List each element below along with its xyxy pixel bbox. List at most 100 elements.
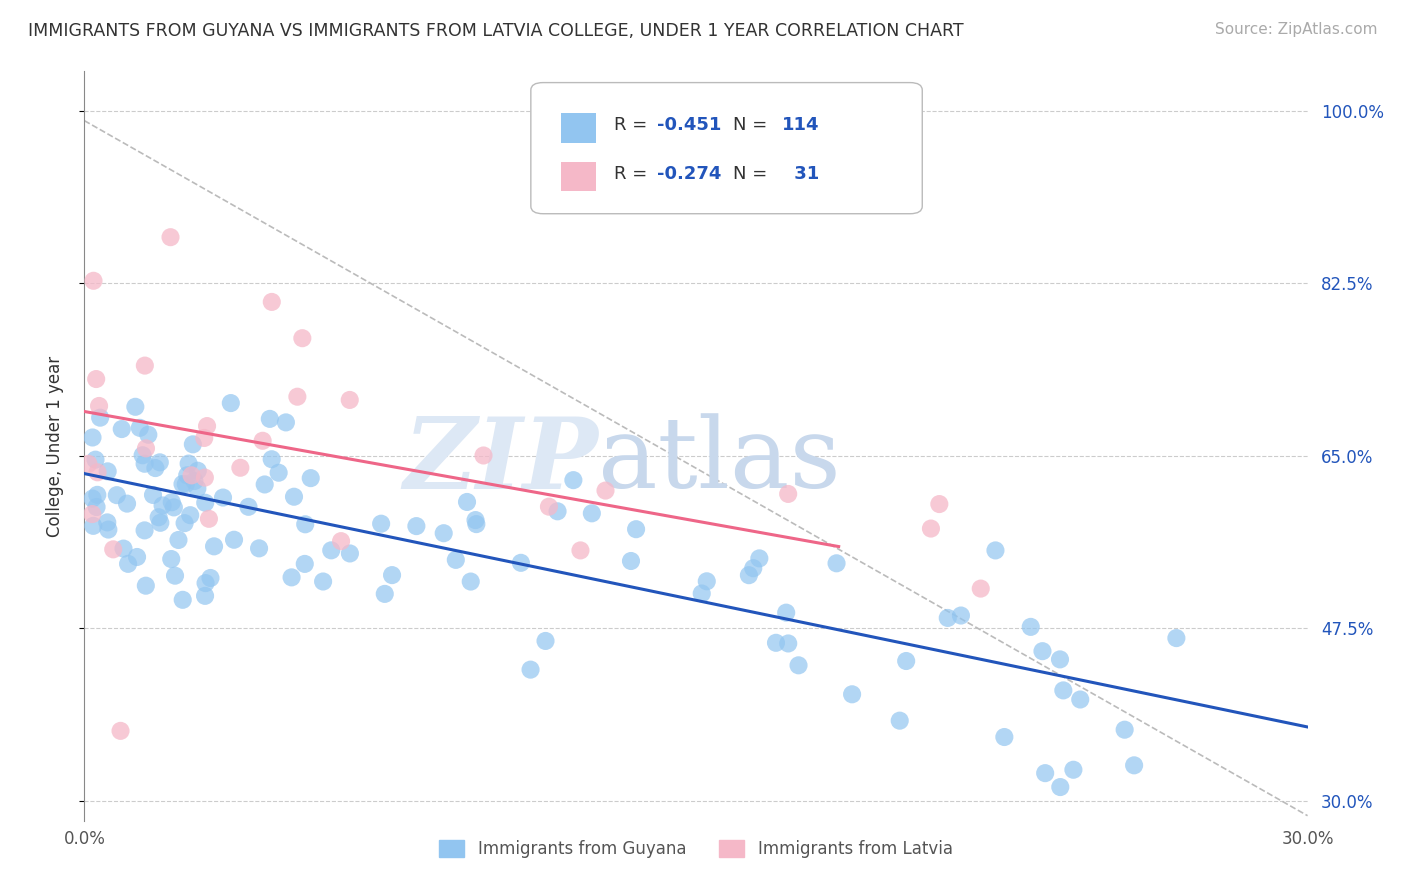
Point: [177, 457, 200, 471]
Bar: [561, 113, 596, 143]
Point: [160, 552, 183, 566]
Point: [433, 526, 456, 541]
Point: [194, 496, 217, 510]
Point: [1123, 758, 1146, 772]
Point: [86, 500, 108, 514]
Point: [778, 636, 800, 650]
Point: [253, 477, 276, 491]
Point: [1166, 631, 1188, 645]
Point: [339, 392, 361, 407]
Point: [294, 517, 316, 532]
Point: [534, 634, 557, 648]
Text: 114: 114: [782, 116, 820, 135]
Point: [179, 508, 201, 523]
Point: [87, 399, 110, 413]
Point: [294, 557, 316, 571]
Point: [111, 422, 134, 436]
Text: N =: N =: [733, 116, 773, 135]
Point: [444, 553, 467, 567]
Point: [172, 477, 194, 491]
Point: [172, 592, 194, 607]
Point: [472, 449, 495, 463]
Point: [1052, 683, 1074, 698]
Point: [339, 546, 361, 560]
Point: [97, 523, 120, 537]
Point: [82, 507, 104, 521]
Point: [581, 506, 603, 520]
Point: [180, 468, 202, 483]
Point: [280, 570, 302, 584]
Point: [187, 464, 209, 478]
Point: [125, 549, 148, 564]
Point: [83, 274, 105, 288]
Point: [465, 517, 488, 532]
Point: [148, 510, 170, 524]
Point: [1049, 652, 1071, 666]
Point: [460, 574, 482, 589]
Point: [456, 495, 478, 509]
Point: [135, 579, 157, 593]
Point: [163, 500, 186, 515]
Bar: [561, 161, 596, 191]
Point: [405, 519, 427, 533]
Text: ZIP: ZIP: [404, 413, 598, 509]
Point: [149, 516, 172, 530]
Point: [181, 437, 204, 451]
Point: [194, 576, 217, 591]
Point: [1033, 766, 1056, 780]
Point: [195, 419, 218, 434]
Point: [112, 541, 135, 556]
Point: [110, 723, 132, 738]
Point: [252, 434, 274, 448]
Point: [1019, 620, 1042, 634]
Point: [569, 543, 592, 558]
Text: IMMIGRANTS FROM GUYANA VS IMMIGRANTS FROM LATVIA COLLEGE, UNDER 1 YEAR CORRELATI: IMMIGRANTS FROM GUYANA VS IMMIGRANTS FRO…: [28, 22, 963, 40]
Point: [145, 461, 167, 475]
Point: [159, 230, 181, 244]
Point: [202, 539, 225, 553]
Point: [259, 412, 281, 426]
Point: [595, 483, 617, 498]
Point: [984, 543, 1007, 558]
Point: [748, 551, 770, 566]
Point: [174, 477, 197, 491]
Point: [96, 516, 118, 530]
Point: [738, 568, 761, 582]
Point: [624, 522, 647, 536]
Y-axis label: College, Under 1 year: College, Under 1 year: [45, 355, 63, 537]
Point: [1062, 763, 1084, 777]
Point: [86, 465, 108, 479]
Point: [267, 466, 290, 480]
Point: [299, 471, 322, 485]
Point: [778, 487, 800, 501]
Point: [194, 589, 217, 603]
Point: [993, 730, 1015, 744]
Point: [283, 490, 305, 504]
Point: [152, 499, 174, 513]
Point: [825, 556, 848, 570]
FancyBboxPatch shape: [531, 83, 922, 214]
Point: [291, 331, 314, 345]
Point: [936, 611, 959, 625]
Point: [229, 460, 252, 475]
Point: [105, 488, 128, 502]
Text: -0.451: -0.451: [657, 116, 721, 135]
Point: [186, 482, 208, 496]
Point: [370, 516, 392, 531]
Point: [176, 468, 198, 483]
Point: [84, 372, 107, 386]
Point: [219, 396, 242, 410]
Point: [1031, 644, 1053, 658]
Point: [198, 512, 221, 526]
Point: [321, 543, 343, 558]
Point: [212, 491, 235, 505]
Point: [97, 464, 120, 478]
Point: [547, 504, 569, 518]
Point: [89, 410, 111, 425]
Point: [82, 491, 104, 506]
Text: N =: N =: [733, 165, 773, 183]
Point: [312, 574, 335, 589]
Point: [1049, 780, 1071, 794]
Point: [949, 608, 972, 623]
Point: [1114, 723, 1136, 737]
